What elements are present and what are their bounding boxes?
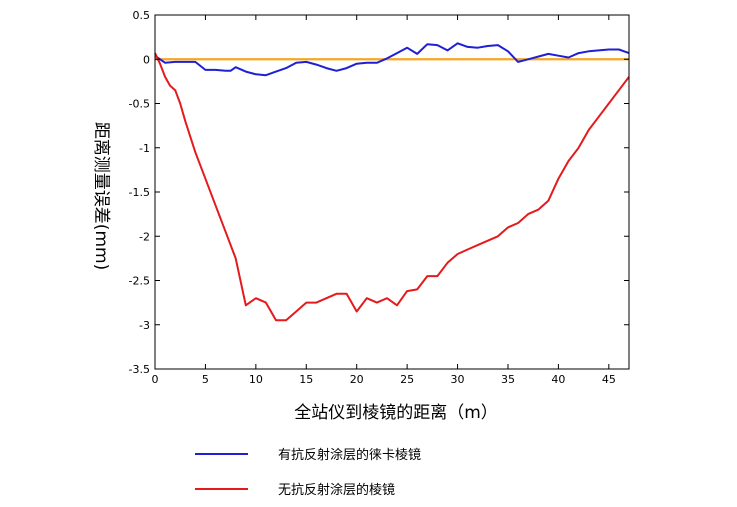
- x-tick-label: 45: [602, 373, 616, 386]
- x-tick-label: 10: [249, 373, 263, 386]
- y-tick-label: -3.5: [129, 363, 150, 376]
- y-tick-label: 0: [143, 53, 150, 66]
- x-tick-label: 20: [350, 373, 364, 386]
- x-tick-label: 5: [202, 373, 209, 386]
- series-line-1: [154, 42, 630, 77]
- y-tick-label: -1: [139, 142, 150, 155]
- y-tick-label: -1.5: [129, 186, 150, 199]
- x-tick-label: 25: [400, 373, 414, 386]
- y-tick-label: 0.5: [133, 9, 151, 22]
- series-line-2: [154, 52, 630, 322]
- y-axis-title: 距离测量误差(mm): [91, 122, 111, 270]
- y-tick-label: -3: [139, 319, 150, 332]
- y-tick-label: -2: [139, 230, 150, 243]
- y-tick-label: -2.5: [129, 275, 150, 288]
- x-tick-label: 15: [299, 373, 313, 386]
- y-tick-label: -0.5: [129, 98, 150, 111]
- x-tick-label: 40: [551, 373, 565, 386]
- x-tick-label: 35: [501, 373, 515, 386]
- x-tick-label: 0: [152, 373, 159, 386]
- legend-label-1: 有抗反射涂层的徕卡棱镜: [278, 447, 421, 463]
- x-tick-label: 30: [451, 373, 465, 386]
- x-axis-title: 全站仪到棱镜的距离（m）: [294, 403, 498, 423]
- plot-area: [155, 15, 629, 369]
- legend-label-2: 无抗反射涂层的棱镜: [278, 482, 395, 498]
